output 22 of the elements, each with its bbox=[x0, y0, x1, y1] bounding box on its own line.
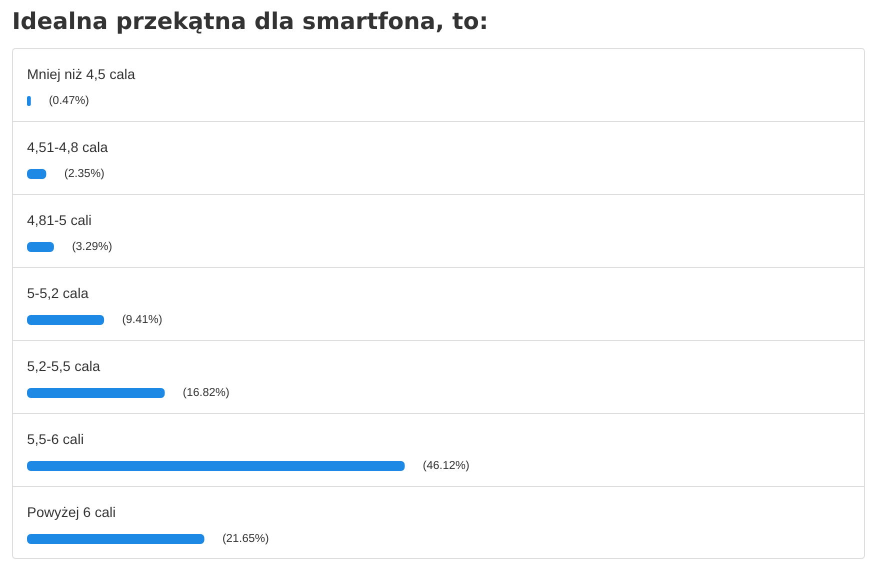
bar bbox=[27, 242, 54, 252]
bar bbox=[27, 315, 104, 325]
bar bbox=[27, 534, 204, 544]
y-tick-label: 5,2-5,5 cala bbox=[27, 358, 100, 374]
data-label: (0.47%) bbox=[48, 95, 90, 107]
y-tick-label: 4,51-4,8 cala bbox=[27, 139, 108, 155]
bar bbox=[27, 388, 165, 398]
y-tick-label: 5,5-6 cali bbox=[27, 431, 84, 447]
bar bbox=[27, 461, 405, 471]
bar bbox=[27, 169, 46, 179]
data-label: (21.65%) bbox=[222, 533, 270, 545]
data-label: (16.82%) bbox=[182, 387, 230, 399]
data-label: (46.12%) bbox=[422, 460, 470, 472]
y-tick-label: 4,81-5 cali bbox=[27, 212, 92, 228]
y-tick-label: Mniej niż 4,5 cala bbox=[27, 66, 136, 82]
y-tick-label: Powyżej 6 cali bbox=[27, 504, 116, 520]
data-label: (9.41%) bbox=[122, 314, 163, 326]
data-label: (2.35%) bbox=[64, 168, 105, 180]
chart-title: Idealna przekątna dla smartfona, to: bbox=[12, 9, 488, 35]
y-tick-label: 5-5,2 cala bbox=[27, 285, 89, 301]
data-label: (3.29%) bbox=[72, 241, 112, 253]
bar bbox=[27, 96, 31, 106]
